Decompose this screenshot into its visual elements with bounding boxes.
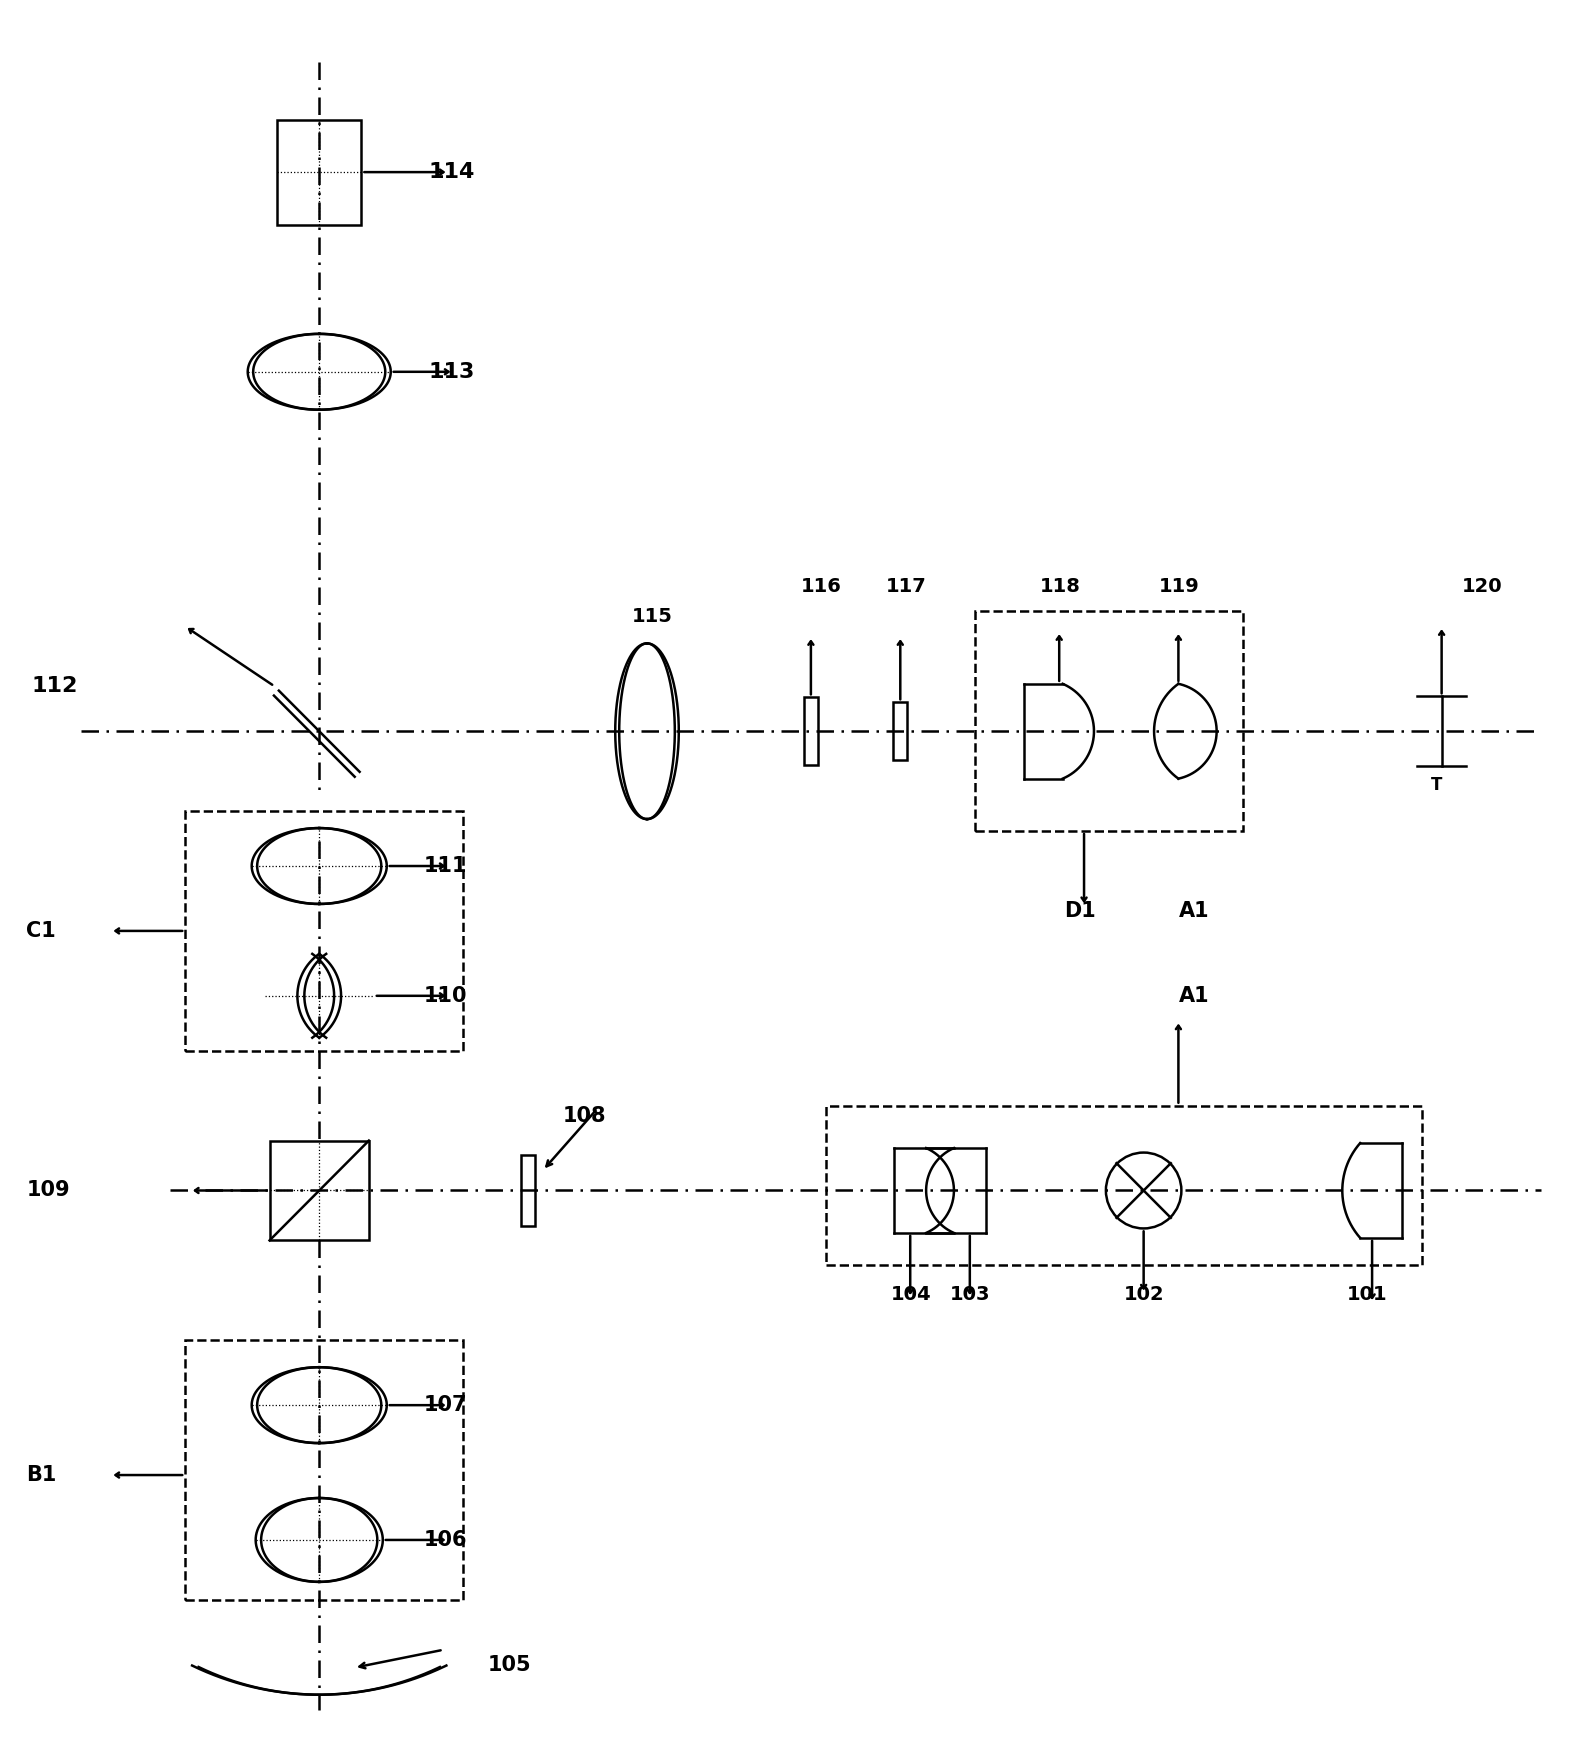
Bar bbox=[185, 811, 463, 1051]
Bar bbox=[269, 1140, 369, 1240]
Text: 110: 110 bbox=[423, 986, 466, 1005]
Text: 118: 118 bbox=[1040, 578, 1081, 597]
Text: 111: 111 bbox=[423, 856, 466, 876]
Text: 119: 119 bbox=[1159, 578, 1199, 597]
Bar bbox=[826, 1105, 1422, 1266]
Bar bbox=[974, 611, 1243, 832]
Text: 108: 108 bbox=[562, 1105, 607, 1126]
Bar bbox=[185, 1340, 463, 1600]
Text: 120: 120 bbox=[1461, 578, 1503, 597]
Text: 109: 109 bbox=[25, 1180, 70, 1201]
Bar bbox=[804, 697, 818, 765]
Text: 117: 117 bbox=[885, 578, 927, 597]
Bar bbox=[277, 119, 361, 224]
Text: 101: 101 bbox=[1347, 1285, 1388, 1304]
Text: C1: C1 bbox=[25, 921, 56, 940]
Text: B1: B1 bbox=[25, 1466, 57, 1485]
Text: A1: A1 bbox=[1178, 986, 1208, 1005]
Text: 106: 106 bbox=[423, 1530, 466, 1550]
Text: 103: 103 bbox=[950, 1285, 990, 1304]
Text: 116: 116 bbox=[801, 578, 842, 597]
Text: 107: 107 bbox=[423, 1396, 466, 1415]
Text: 114: 114 bbox=[428, 163, 474, 182]
Text: 112: 112 bbox=[32, 676, 78, 697]
Text: D1: D1 bbox=[1063, 902, 1095, 921]
Text: 102: 102 bbox=[1124, 1285, 1164, 1304]
Text: T: T bbox=[1431, 776, 1442, 795]
Text: A1: A1 bbox=[1178, 902, 1208, 921]
Text: 104: 104 bbox=[890, 1285, 931, 1304]
Text: 115: 115 bbox=[632, 608, 673, 627]
Bar bbox=[893, 702, 907, 760]
Bar bbox=[521, 1154, 535, 1226]
Text: 105: 105 bbox=[489, 1655, 532, 1674]
Text: 113: 113 bbox=[428, 362, 474, 382]
